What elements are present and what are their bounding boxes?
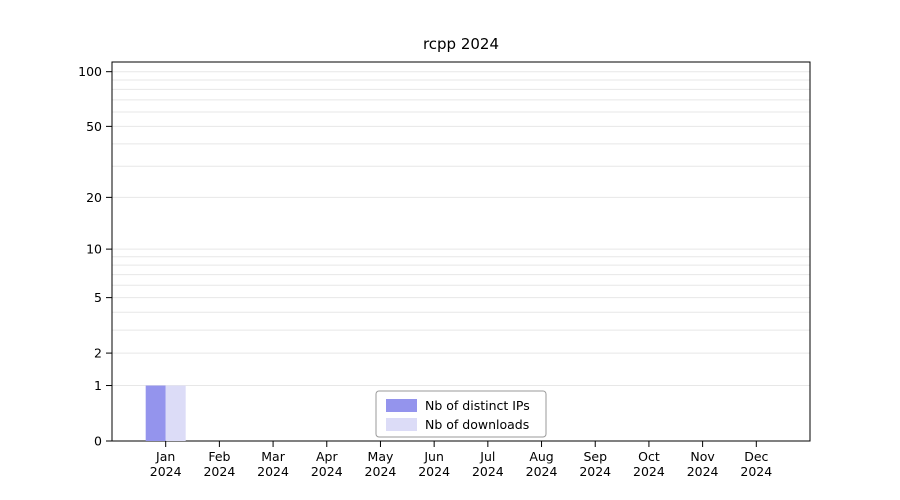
y-tick-label: 5 — [94, 290, 102, 305]
y-tick-label: 50 — [86, 119, 102, 134]
x-tick-label-year: 2024 — [633, 464, 665, 479]
x-tick-label-month: Apr — [316, 449, 338, 464]
y-tick-label: 2 — [94, 346, 102, 361]
x-tick-label-year: 2024 — [203, 464, 235, 479]
plot-border — [111, 61, 811, 442]
x-tick-label-month: Feb — [208, 449, 230, 464]
x-tick-label-month: Aug — [529, 449, 553, 464]
x-tick-label-year: 2024 — [418, 464, 450, 479]
x-tick-label-year: 2024 — [365, 464, 397, 479]
chart-title: rcpp 2024 — [422, 35, 500, 53]
x-tick-label-month: May — [368, 449, 394, 464]
x-tick-label-year: 2024 — [311, 464, 343, 479]
x-tick-label-year: 2024 — [579, 464, 611, 479]
x-tick-label-month: Nov — [690, 449, 715, 464]
x-tick-label-year: 2024 — [472, 464, 504, 479]
x-tick-label-year: 2024 — [526, 464, 558, 479]
bar-distinct-ips — [145, 385, 166, 441]
y-tick-label: 10 — [86, 242, 102, 257]
x-tick-label-month: Oct — [638, 449, 660, 464]
legend-label: Nb of downloads — [425, 417, 529, 432]
x-tick-label-month: Jul — [479, 449, 495, 464]
x-tick-label-month: Dec — [744, 449, 768, 464]
bar-downloads — [165, 385, 186, 441]
y-tick-label: 20 — [86, 190, 102, 205]
x-tick-label-year: 2024 — [257, 464, 289, 479]
x-tick-label-month: Jan — [155, 449, 175, 464]
legend-box — [375, 390, 547, 438]
x-tick-label-month: Sep — [583, 449, 607, 464]
legend-swatch — [386, 418, 417, 431]
x-tick-label-year: 2024 — [740, 464, 772, 479]
legend-label: Nb of distinct IPs — [425, 398, 530, 413]
y-tick-label: 1 — [94, 378, 102, 393]
legend-swatch — [386, 399, 417, 412]
x-tick-label-month: Mar — [261, 449, 285, 464]
x-tick-label-month: Jun — [423, 449, 444, 464]
x-tick-label-year: 2024 — [150, 464, 182, 479]
y-tick-label: 100 — [78, 64, 102, 79]
y-tick-label: 0 — [94, 434, 102, 449]
x-tick-label-year: 2024 — [687, 464, 719, 479]
